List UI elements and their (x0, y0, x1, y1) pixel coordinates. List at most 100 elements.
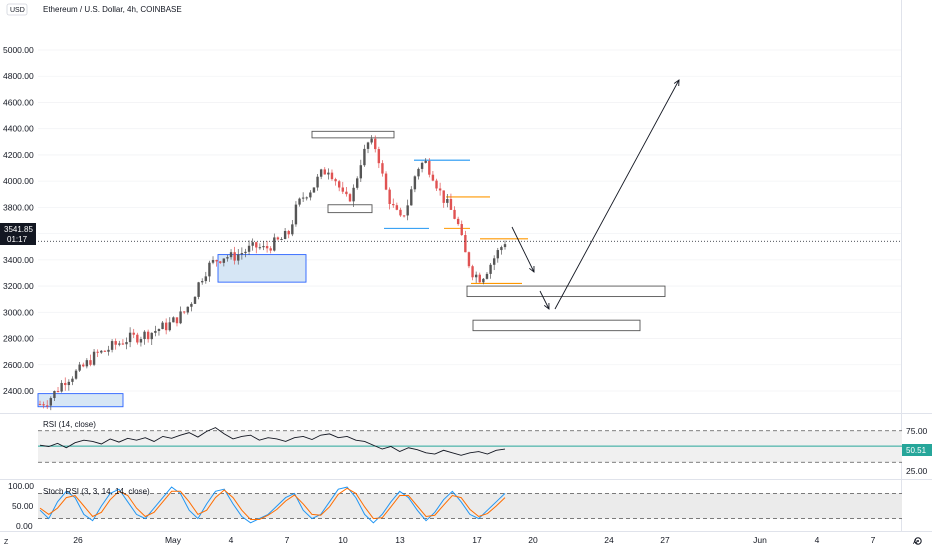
time-tick-label: 4 (815, 535, 820, 545)
zoom-button[interactable]: Z (4, 539, 9, 546)
annotation-boxes[interactable] (37, 130, 666, 408)
symbol-title: Ethereum / U.S. Dollar, 4h, COINBASE (43, 5, 182, 14)
candle-body (53, 390, 56, 399)
arrow-head (529, 265, 535, 273)
candle-body (370, 138, 373, 143)
candle-body (179, 311, 182, 324)
candle-body (359, 165, 363, 179)
candle-body (273, 237, 276, 251)
candle-body (125, 342, 128, 345)
candle-body (500, 247, 503, 251)
candle-body (132, 332, 135, 335)
candle-body (38, 404, 42, 406)
candle-body (482, 278, 485, 283)
candle-body (280, 239, 283, 241)
arrow-head (673, 79, 680, 87)
candle-body (309, 192, 312, 198)
stoch-pane[interactable]: Stoch RSI (3, 3, 14, 14, close) 100.00 5… (8, 481, 902, 531)
candle-body (164, 322, 168, 331)
arrow-line (511, 226, 535, 273)
candle-body (42, 404, 45, 406)
candle-body (190, 303, 193, 307)
candle-body (215, 260, 218, 262)
candle-body (395, 205, 399, 210)
level-lines[interactable] (384, 159, 528, 285)
time-tick-label: 7 (871, 535, 876, 545)
price-tick-label: 5000.00 (3, 45, 34, 55)
time-tick-label: 20 (528, 535, 538, 545)
time-tick-label: 17 (472, 535, 482, 545)
candle-body (56, 390, 60, 392)
candle-body (413, 176, 417, 190)
candle-body (46, 405, 49, 407)
time-tick-label: 4 (229, 535, 234, 545)
candle-body (96, 351, 99, 353)
candle-body (182, 311, 186, 313)
candle-body (453, 209, 456, 219)
rsi-pane[interactable]: RSI (14, close) 75.00 25.00 50.51 (38, 420, 932, 476)
annotation-arrows[interactable] (511, 79, 680, 310)
candle-body (319, 169, 323, 177)
rsi-value-tag-bg (902, 444, 932, 456)
candle-body (175, 317, 179, 324)
rsi-series-line (39, 427, 506, 456)
candle-body (226, 257, 229, 259)
price-tick-label: 4400.00 (3, 124, 34, 134)
candle-body (460, 224, 463, 236)
candle-body (128, 332, 132, 343)
candle-body (316, 176, 319, 188)
candle-body (154, 330, 157, 333)
stoch-d-line (39, 487, 506, 520)
price-tick-label: 4000.00 (3, 176, 34, 186)
time-tick-label: 7 (285, 535, 290, 545)
annotation-box (311, 130, 395, 139)
price-tick-label: 2800.00 (3, 334, 34, 344)
candle-body (374, 138, 377, 150)
candle-body (60, 382, 63, 392)
candle-body (258, 247, 262, 249)
candle-body (208, 262, 211, 277)
candle-body (435, 180, 438, 189)
candle-body (312, 187, 316, 193)
candle-body (467, 252, 471, 267)
candle-body (489, 264, 492, 274)
annotation-box (37, 393, 124, 408)
candle-body (78, 364, 81, 371)
price-tick-label: 3200.00 (3, 281, 34, 291)
candle-body (103, 350, 107, 352)
stoch-k-line (39, 486, 506, 524)
candle-body (356, 178, 359, 188)
candle-body (229, 252, 233, 258)
candle-body (485, 273, 489, 279)
candle-body (384, 173, 388, 190)
candles (38, 135, 507, 411)
candle-body (323, 169, 326, 175)
candle-body (287, 230, 290, 235)
candle-body (366, 142, 370, 149)
candle-body (478, 274, 481, 283)
candle-body (150, 332, 153, 340)
time-axis[interactable]: 26 May 4 7 10 13 17 20 24 27 Jun 4 7 (73, 535, 875, 545)
annotation-box (466, 285, 666, 298)
time-tick-label: May (165, 535, 182, 545)
currency-button[interactable]: USD (6, 3, 28, 16)
candle-body (503, 244, 507, 248)
candle-body (471, 266, 474, 278)
candle-body (168, 322, 171, 331)
candle-body (265, 246, 269, 249)
stoch-tick-100: 100.00 (8, 481, 34, 491)
candle-body (89, 360, 92, 365)
candle-body (345, 191, 348, 195)
time-tick-label: 26 (73, 535, 83, 545)
candle-body (161, 322, 164, 330)
candle-body (402, 215, 406, 217)
time-tick-label: 27 (660, 535, 670, 545)
candle-body (399, 209, 402, 216)
price-axis[interactable]: 5000.00 4800.00 4600.00 4400.00 4200.00 4000.… (3, 45, 34, 396)
last-price-value: 3541.85 (4, 225, 33, 234)
candle-body (193, 296, 197, 304)
candle-body (294, 204, 298, 225)
gear-icon[interactable] (914, 537, 922, 545)
